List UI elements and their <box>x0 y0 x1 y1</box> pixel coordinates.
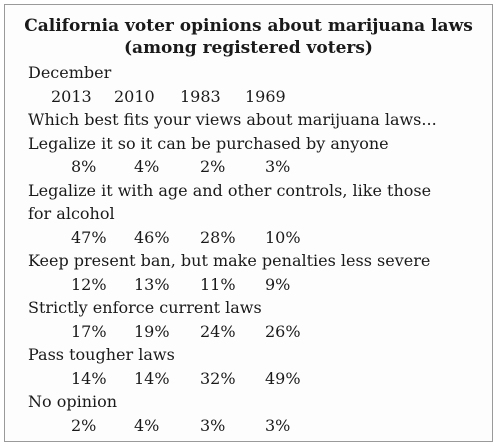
question-text: Which best fits your views about marijua… <box>28 110 437 129</box>
table-cell: 14% <box>134 368 170 388</box>
table-cell: 14% <box>71 368 107 388</box>
row-label: Keep present ban, but make penalties les… <box>28 251 431 270</box>
column-header-1983: 1983 <box>180 86 221 106</box>
chart-subtitle: (among registered voters) <box>124 38 373 58</box>
chart-title: California voter opinions about marijuan… <box>24 16 473 36</box>
row-label: Legalize it so it can be purchased by an… <box>28 133 389 153</box>
table-cell: 12% <box>71 274 107 294</box>
table-cell: 47% <box>71 227 107 247</box>
column-header-prefix: December <box>28 63 112 82</box>
column-header-2010: 2010 <box>114 86 155 106</box>
table-cell: 13% <box>134 274 170 294</box>
table-cell: 10% <box>265 227 301 247</box>
table-cell: 49% <box>265 368 301 388</box>
table-cell: 3% <box>265 415 291 435</box>
table-cell: 3% <box>200 415 226 435</box>
column-header-1969: 1969 <box>245 86 286 106</box>
table-cell: 24% <box>200 321 236 341</box>
row-label: Pass tougher laws <box>28 345 175 364</box>
table-cell: 26% <box>265 321 301 341</box>
table-cell: 2% <box>71 415 97 435</box>
table-cell: 2% <box>200 157 226 176</box>
opinion-table: California voter opinions about marijuan… <box>4 4 493 442</box>
row-label: Strictly enforce current laws <box>28 298 262 317</box>
table-cell: 4% <box>134 415 160 435</box>
table-cell: 11% <box>200 274 236 294</box>
table-cell: 4% <box>134 157 160 176</box>
table-cell: 17% <box>71 321 107 341</box>
table-cell: 32% <box>200 368 236 388</box>
table-cell: 28% <box>200 227 236 247</box>
table-cell: 8% <box>71 157 97 176</box>
table-cell: 46% <box>134 227 170 247</box>
table-cell: 19% <box>134 321 170 341</box>
row-label: No opinion <box>28 392 118 411</box>
row-label: for alcohol <box>28 204 115 223</box>
table-cell: 9% <box>265 274 291 294</box>
table-cell: 3% <box>265 157 291 176</box>
column-header-2013: 2013 <box>51 86 92 106</box>
row-label: Legalize it with age and other controls,… <box>28 180 432 200</box>
